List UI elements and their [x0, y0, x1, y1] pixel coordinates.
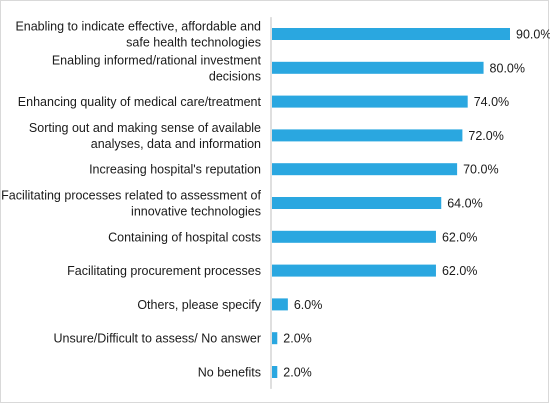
data-label: 64.0%: [447, 197, 482, 211]
bar: [272, 332, 278, 345]
category-label: No benefits: [198, 366, 261, 380]
category-label-line: Facilitating processes related to assess…: [1, 189, 261, 203]
category-label: Unsure/Difficult to assess/ No answer: [54, 332, 262, 346]
category-label-line: Sorting out and making sense of availabl…: [29, 121, 261, 135]
bar: [272, 129, 463, 142]
category-label-line: No benefits: [198, 366, 261, 380]
data-label: 72.0%: [468, 129, 503, 143]
category-label-line: Unsure/Difficult to assess/ No answer: [54, 332, 262, 346]
category-label-line: Enhancing quality of medical care/treatm…: [18, 95, 262, 109]
bar: [272, 28, 510, 40]
bar: [272, 61, 484, 74]
category-label-line: Facilitating procurement processes: [67, 264, 261, 278]
bar: [272, 197, 442, 209]
bar: [272, 230, 436, 243]
category-label-line: Enabling informed/rational investment: [52, 53, 262, 67]
category-label: Increasing hospital's reputation: [89, 163, 261, 177]
category-label-line: innovative technologies: [131, 205, 261, 219]
bar: [272, 298, 288, 311]
category-label: Enabling informed/rational investment dec…: [52, 53, 262, 83]
category-label-line: analyses, data and information: [91, 137, 261, 151]
category-label: Facilitating processes related to assess…: [1, 189, 261, 219]
category-label-line: Increasing hospital's reputation: [89, 163, 261, 177]
category-label-line: Enabling to indicate effective, affordab…: [15, 20, 261, 34]
data-label: 6.0%: [294, 298, 323, 312]
data-label: 90.0%: [516, 28, 550, 42]
bar: [272, 95, 468, 108]
data-label: 2.0%: [283, 366, 312, 380]
category-labels: Enabling to indicate effective, affordab…: [1, 20, 262, 380]
category-label: Enabling to indicate effective, affordab…: [15, 20, 261, 50]
bar: [272, 366, 278, 378]
category-label-line: Others, please specify: [137, 298, 261, 312]
bar: [272, 163, 458, 176]
category-label: Sorting out and making sense of availabl…: [29, 121, 261, 151]
data-label: 62.0%: [442, 230, 477, 244]
category-label: Enhancing quality of medical care/treatm…: [18, 95, 262, 109]
bar: [272, 264, 436, 277]
data-label: 74.0%: [474, 95, 509, 109]
category-label: Facilitating procurement processes: [67, 264, 261, 278]
data-label: 2.0%: [283, 332, 312, 346]
data-label: 62.0%: [442, 264, 477, 278]
value-labels: 90.0% 80.0% 74.0% 72.0% 70.0% 64.0% 62.0% 62.0%…: [283, 28, 550, 380]
category-label-line: safe health technologies: [126, 36, 261, 50]
category-label-line: Containing of hospital costs: [108, 230, 261, 244]
data-label: 80.0%: [490, 61, 525, 75]
data-label: 70.0%: [463, 163, 498, 177]
category-label: Containing of hospital costs: [108, 230, 261, 244]
bars-layer: [272, 28, 510, 378]
category-label-line: decisions: [209, 69, 261, 83]
category-label: Others, please specify: [137, 298, 261, 312]
